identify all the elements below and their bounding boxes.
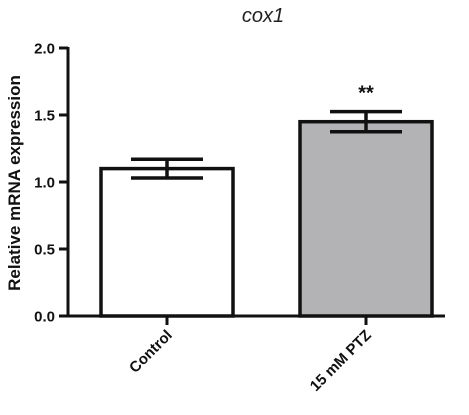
y-tick-label-1: 0.5: [34, 242, 55, 259]
y-axis-label: Relative mRNA expression: [5, 75, 24, 291]
significance-annotation-1: **: [358, 83, 374, 105]
bar-1: [298, 119, 434, 318]
bar-0: [99, 166, 235, 318]
y-axis: 0.0 0.5 1.0 1.5 2.0: [34, 41, 70, 326]
y-tick-label-2: 1.0: [34, 175, 55, 192]
x-axis: Control 15 mM PTZ: [66, 314, 445, 395]
y-tick-label-0: 0.0: [34, 309, 55, 326]
y-tick-label-3: 1.5: [34, 108, 55, 125]
x-tick-label-0: Control: [126, 327, 176, 377]
chart-title: cox1: [242, 5, 284, 27]
x-tick-label-1: 15 mM PTZ: [307, 327, 375, 395]
bars-group: **: [99, 83, 434, 318]
y-tick-label-4: 2.0: [34, 41, 55, 58]
